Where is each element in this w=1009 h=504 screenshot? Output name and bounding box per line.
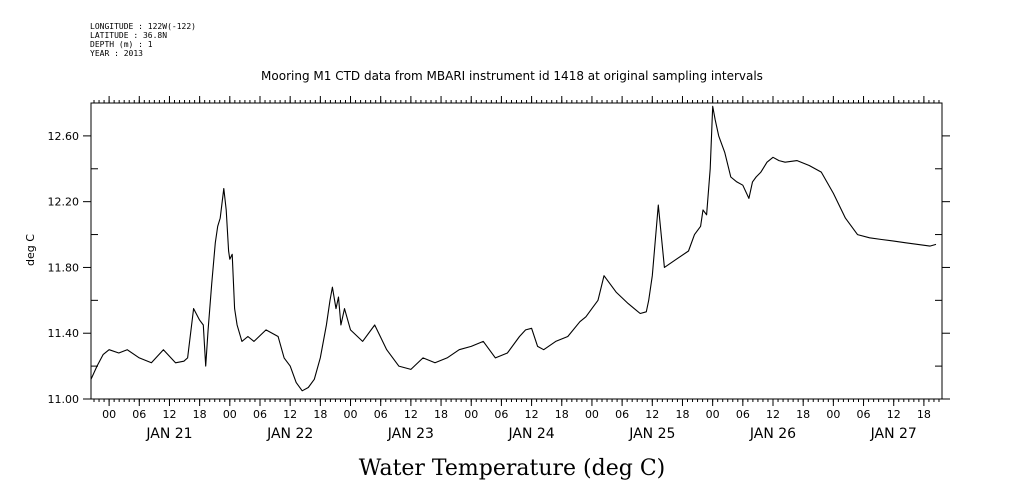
year-label: YEAR : 2013 (90, 49, 143, 58)
y-tick-label: 12.60 (48, 130, 80, 143)
x-tick-label: 12 (525, 408, 539, 421)
x-day-label: JAN 26 (749, 426, 796, 442)
x-tick-label: 00 (585, 408, 599, 421)
x-day-label: JAN 25 (628, 426, 675, 442)
x-day-label: JAN 24 (507, 426, 554, 442)
x-tick-label: 18 (796, 408, 810, 421)
x-tick-label: 18 (313, 408, 327, 421)
y-tick-label: 11.80 (48, 261, 80, 274)
x-tick-label: 00 (102, 408, 116, 421)
x-day-label: JAN 23 (387, 426, 434, 442)
x-day-label: JAN 27 (870, 426, 917, 442)
x-tick-label: 00 (223, 408, 237, 421)
x-tick-label: 06 (857, 408, 871, 421)
x-tick-label: 12 (162, 408, 176, 421)
series-line-water-temperature (90, 105, 937, 392)
x-tick-label: 18 (675, 408, 689, 421)
x-tick-label: 06 (132, 408, 146, 421)
depth-label: DEPTH (m) : 1 (90, 40, 153, 49)
x-day-label: JAN 22 (266, 426, 313, 442)
x-tick-label: 06 (374, 408, 388, 421)
x-tick-label: 12 (766, 408, 780, 421)
latitude-label: LATITUDE : 36.8N (90, 31, 167, 40)
x-tick-label: 18 (555, 408, 569, 421)
x-tick-label: 18 (434, 408, 448, 421)
y-tick-label: 11.40 (48, 327, 80, 340)
data-layer (90, 105, 937, 392)
x-tick-label: 12 (887, 408, 901, 421)
chart-title: Mooring M1 CTD data from MBARI instrumen… (261, 69, 763, 83)
y-tick-label: 12.20 (48, 196, 80, 209)
x-tick-label: 06 (494, 408, 508, 421)
x-axis-label: Water Temperature (deg C) (359, 456, 666, 481)
x-tick-label: 12 (645, 408, 659, 421)
x-tick-label: 06 (736, 408, 750, 421)
x-tick-label: 00 (826, 408, 840, 421)
x-tick-label: 00 (464, 408, 478, 421)
x-tick-label: 18 (193, 408, 207, 421)
x-tick-label: 18 (917, 408, 931, 421)
x-tick-label: 06 (253, 408, 267, 421)
y-tick-label: 11.00 (48, 393, 80, 406)
x-tick-label: 06 (615, 408, 629, 421)
y-axis-label: deg C (24, 234, 37, 266)
longitude-label: LONGITUDE : 122W(-122) (90, 22, 196, 31)
x-tick-label: 12 (283, 408, 297, 421)
x-day-label: JAN 21 (145, 426, 192, 442)
x-tick-label: 12 (404, 408, 418, 421)
axis-layer: 00 06 12 18 00 06 12 18 00 06 12 18 00 06 12 18 00 06 12 18… (48, 96, 950, 442)
plot-frame (90, 102, 943, 400)
x-tick-label: 00 (344, 408, 358, 421)
x-tick-label: 00 (706, 408, 720, 421)
